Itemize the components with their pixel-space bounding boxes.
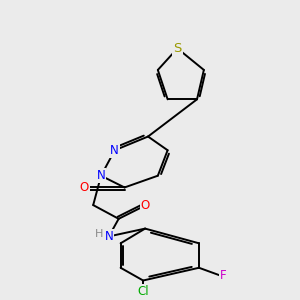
Text: Cl: Cl (137, 285, 149, 298)
Text: F: F (220, 269, 227, 282)
Text: S: S (173, 42, 182, 55)
Text: H: H (95, 230, 103, 239)
Text: O: O (140, 199, 150, 212)
Text: N: N (104, 230, 113, 243)
Text: N: N (97, 169, 105, 182)
Text: O: O (80, 181, 89, 194)
Text: N: N (110, 144, 119, 157)
